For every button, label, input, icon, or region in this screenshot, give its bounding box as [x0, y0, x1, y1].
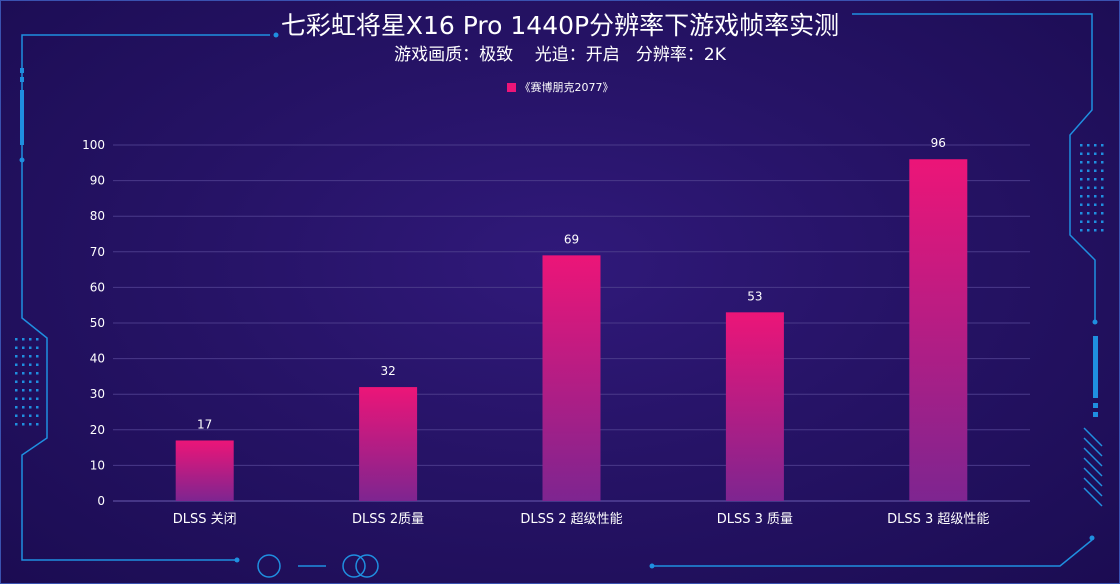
frame-line-left: [21, 160, 235, 561]
data-label: 32: [380, 364, 395, 378]
chart-legend[interactable]: 《赛博朋克2077》: [0, 80, 1120, 96]
y-tick-label: 40: [90, 352, 105, 366]
legend-label: 《赛博朋克2077》: [519, 81, 614, 94]
y-tick-label: 30: [90, 387, 105, 401]
frame-line-top-right: [852, 13, 1096, 322]
y-tick-label: 0: [97, 494, 105, 508]
y-tick-label: 10: [90, 458, 105, 472]
y-tick-label: 70: [90, 245, 105, 259]
bar[interactable]: [359, 387, 418, 501]
frame-line-bottom-right: [652, 539, 1093, 567]
x-tick-label: DLSS 2 超级性能: [520, 512, 622, 527]
chart-subtitle: 游戏画质：极致 光追：开启 分辨率：2K: [394, 45, 726, 65]
bar[interactable]: [175, 440, 234, 501]
bar[interactable]: [909, 159, 968, 502]
data-label: 17: [197, 417, 212, 431]
bar[interactable]: [542, 255, 601, 501]
x-tick-label: DLSS 2质量: [352, 512, 424, 527]
data-label: 69: [564, 232, 579, 246]
data-label: 96: [931, 136, 946, 150]
y-tick-label: 80: [90, 209, 105, 223]
y-tick-label: 90: [90, 174, 105, 188]
y-tick-label: 60: [90, 280, 105, 294]
x-tick-label: DLSS 关闭: [173, 512, 237, 527]
y-tick-label: 100: [82, 138, 105, 152]
legend-swatch: [506, 83, 516, 92]
x-tick-label: DLSS 3 超级性能: [887, 512, 989, 527]
data-label: 53: [747, 289, 762, 303]
bar[interactable]: [725, 312, 784, 501]
y-tick-label: 50: [90, 316, 105, 330]
x-tick-label: DLSS 3 质量: [717, 512, 793, 527]
y-tick-label: 20: [90, 423, 105, 437]
chart-title: 七彩虹将星X16 Pro 1440P分辨率下游戏帧率实测: [280, 11, 840, 40]
